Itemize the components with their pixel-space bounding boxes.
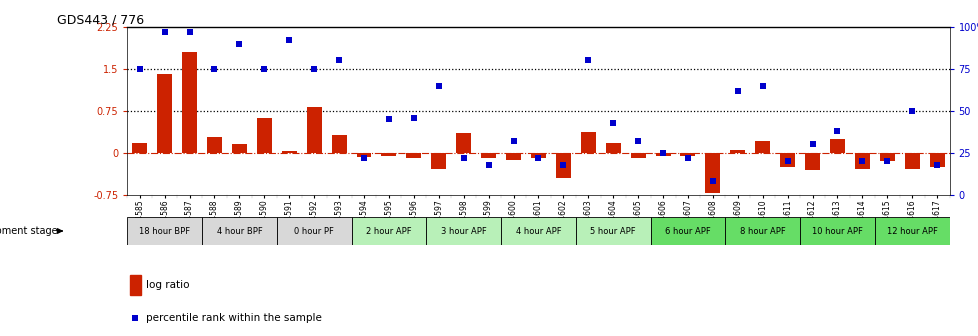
Text: GDS443 / 776: GDS443 / 776 — [58, 13, 145, 27]
Bar — [530, 153, 546, 159]
Bar — [406, 153, 421, 159]
Bar — [425, 217, 501, 245]
Bar — [705, 153, 720, 193]
Bar — [730, 150, 744, 153]
Bar — [575, 217, 650, 245]
Bar — [182, 52, 197, 153]
Bar — [256, 118, 272, 153]
Bar — [282, 151, 296, 153]
Bar — [754, 140, 770, 153]
Text: 4 hour APF: 4 hour APF — [515, 226, 560, 236]
Bar — [506, 153, 520, 160]
Bar — [904, 153, 918, 169]
Text: 8 hour APF: 8 hour APF — [739, 226, 784, 236]
Bar — [306, 107, 322, 153]
Bar — [725, 217, 799, 245]
Bar — [605, 143, 620, 153]
Bar — [206, 137, 222, 153]
Bar — [130, 275, 141, 295]
Bar — [655, 153, 670, 156]
Bar — [556, 153, 570, 178]
Text: log ratio: log ratio — [146, 280, 190, 290]
Text: 18 hour BPF: 18 hour BPF — [139, 226, 190, 236]
Bar — [356, 153, 371, 157]
Bar — [431, 153, 446, 169]
Bar — [456, 133, 470, 153]
Text: 0 hour PF: 0 hour PF — [294, 226, 333, 236]
Text: 4 hour BPF: 4 hour BPF — [216, 226, 262, 236]
Bar — [929, 153, 944, 167]
Text: 6 hour APF: 6 hour APF — [664, 226, 710, 236]
Text: 2 hour APF: 2 hour APF — [366, 226, 412, 236]
Bar — [201, 217, 277, 245]
Bar — [779, 153, 794, 167]
Bar — [381, 153, 396, 156]
Text: 12 hour APF: 12 hour APF — [886, 226, 937, 236]
Bar — [480, 153, 496, 159]
Bar — [580, 132, 596, 153]
Bar — [332, 135, 346, 153]
Bar — [157, 75, 172, 153]
Bar — [351, 217, 425, 245]
Bar — [804, 153, 820, 170]
Bar — [501, 217, 575, 245]
Bar — [132, 143, 147, 153]
Text: percentile rank within the sample: percentile rank within the sample — [146, 312, 322, 323]
Bar — [680, 153, 694, 156]
Bar — [874, 217, 949, 245]
Bar — [650, 217, 725, 245]
Text: 5 hour APF: 5 hour APF — [590, 226, 636, 236]
Bar — [799, 217, 874, 245]
Bar — [829, 139, 844, 153]
Bar — [277, 217, 351, 245]
Text: development stage: development stage — [0, 226, 57, 236]
Text: 3 hour APF: 3 hour APF — [440, 226, 486, 236]
Bar — [854, 153, 869, 169]
Bar — [127, 217, 201, 245]
Bar — [232, 144, 246, 153]
Text: 10 hour APF: 10 hour APF — [811, 226, 862, 236]
Bar — [630, 153, 645, 159]
Bar — [879, 153, 894, 161]
